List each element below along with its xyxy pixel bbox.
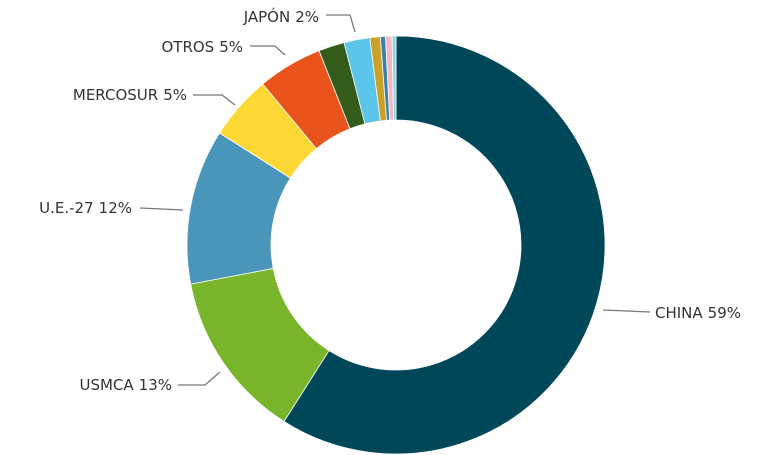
slice-category: JAPÓN — [243, 7, 291, 26]
slice-category: MERCOSUR — [73, 86, 158, 104]
leader-line — [178, 371, 221, 386]
leader-line — [602, 309, 651, 313]
leader-line — [139, 207, 184, 211]
leader-line — [250, 45, 286, 56]
slice-label: CHINA 59% — [655, 304, 741, 322]
leader-line — [193, 94, 236, 106]
slice-label: USMCA 13% — [79, 376, 172, 394]
slice-value-label: 5% — [219, 38, 243, 56]
slice-value-label: 2% — [295, 8, 319, 26]
slice-value-label: 59% — [708, 304, 741, 322]
leader-line — [326, 14, 356, 33]
slice-label: MERCOSUR 5% — [73, 86, 187, 104]
slice-value-label: 13% — [139, 376, 172, 394]
slice-label: JAPÓN 2% — [243, 7, 319, 26]
donut-slice — [391, 35, 397, 121]
slice-category: U.E.-27 — [39, 199, 94, 217]
slice-category: CHINA — [655, 304, 703, 322]
slice-label: U.E.-27 12% — [39, 199, 132, 217]
slice-value-label: 12% — [99, 199, 132, 217]
slice-category: USMCA — [79, 376, 134, 394]
slice-value-label: 5% — [163, 86, 187, 104]
slice-category: OTROS — [161, 38, 214, 56]
donut-slice — [283, 35, 606, 455]
slice-label: OTROS 5% — [161, 38, 243, 56]
